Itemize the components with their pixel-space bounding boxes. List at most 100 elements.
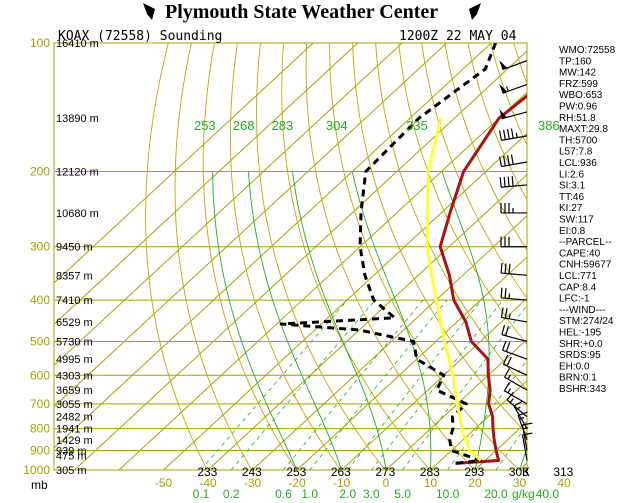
mixing-ratio-tick: 5.0: [394, 487, 411, 501]
kelvin-tick: 283: [420, 465, 440, 479]
index-entry: RH:51.8: [559, 113, 596, 124]
dry-adiabat: [202, 43, 297, 470]
pressure-tick: 500: [30, 334, 50, 348]
wind-barb: [500, 236, 527, 248]
index-entry: FRZ:599: [559, 79, 598, 90]
index-entry: ---WIND---: [559, 305, 606, 316]
mixing-ratio-tick: 2.0: [339, 487, 356, 501]
right-flag-icon: [469, 3, 481, 20]
dry-adiabat: [606, 43, 640, 470]
dry-adiabat: [398, 43, 527, 346]
wind-barb: [500, 287, 528, 301]
height-label: 5730 m: [56, 336, 93, 348]
kelvin-tick: 303: [509, 465, 529, 479]
height-label: 8357 m: [56, 270, 93, 282]
wind-barb: [499, 108, 528, 120]
index-entry: WMO:72558: [559, 45, 616, 56]
wind-barb-half: [509, 398, 514, 403]
y-axis-unit: mb: [31, 478, 48, 492]
index-entry: KI:27: [559, 203, 583, 214]
mixing-ratio-line: [309, 299, 448, 470]
index-entry: LI:2.6: [559, 169, 584, 180]
celsius-tick: -20: [288, 476, 306, 490]
index-entry: HEL:-195: [559, 328, 602, 339]
wind-barb-flag: [499, 177, 502, 188]
wind-barb: [501, 324, 528, 343]
index-entry: WBO:653: [559, 90, 603, 101]
adiabat-label: 386: [538, 118, 560, 133]
isotherm-line: [54, 43, 358, 325]
wind-barb-half: [507, 388, 511, 394]
kelvin-tick: 293: [464, 465, 484, 479]
wind-barb-flag: [500, 307, 504, 318]
dry-adiabat: [281, 43, 431, 470]
height-label: 16410 m: [56, 38, 99, 50]
mixing-ratio-line: [402, 304, 527, 470]
dry-adiabat: [629, 43, 640, 470]
dewpoint-profile: [279, 43, 497, 465]
mixing-ratio-line: [283, 299, 424, 470]
wind-barb-flag: [507, 176, 510, 187]
wind-barb-flag: [506, 155, 510, 166]
isotherm-line: [54, 43, 447, 408]
celsius-tick: 0: [383, 476, 390, 490]
isotherm-line: [252, 215, 527, 470]
celsius-tick: 10: [424, 476, 438, 490]
moist-adiabat: [247, 171, 342, 470]
wind-barb-flag: [506, 391, 514, 401]
index-entry: LFC:-1: [559, 294, 590, 305]
dry-adiabat: [329, 43, 520, 470]
height-label: 12120 m: [56, 167, 99, 179]
wind-barb-flag: [500, 263, 503, 274]
celsius-tick: 40: [557, 476, 571, 490]
mixing-ratio-line: [347, 299, 482, 470]
wind-barb: [499, 128, 528, 141]
height-label: 4303 m: [56, 370, 93, 382]
moist-adiabat: [292, 171, 387, 470]
pressure-tick: 700: [30, 397, 50, 411]
isotherm-line: [74, 50, 527, 470]
moist-adiabat: [212, 171, 298, 470]
kelvin-tick: 263: [331, 465, 351, 479]
pressure-tick: 200: [30, 165, 50, 179]
height-label: 9450 m: [56, 242, 93, 254]
index-entry: LCL:771: [559, 271, 597, 282]
wind-barb: [499, 83, 528, 94]
index-entry: CAP:8.4: [559, 282, 597, 293]
height-label: 1941 m: [56, 424, 93, 436]
wind-barb-pennant: [499, 108, 507, 119]
pressure-tick: 800: [30, 422, 50, 436]
dry-adiabat: [256, 43, 386, 470]
pressure-tick: 400: [30, 293, 50, 307]
kelvin-tick: 253: [286, 465, 306, 479]
wind-barb-half: [523, 427, 529, 430]
wind-barb-flag: [506, 129, 510, 140]
wind-barb-flag: [522, 422, 533, 426]
height-label: 939 m: [56, 445, 87, 457]
index-entry: EI:0.8: [559, 226, 586, 237]
index-entry: CNH:59677: [559, 260, 612, 271]
height-label: 1429 m: [56, 435, 93, 447]
adiabat-label: 268: [233, 118, 255, 133]
mixing-ratio-tick: 10.0: [436, 487, 460, 501]
wind-barb-half: [515, 406, 521, 411]
wind-barb-flag: [503, 155, 506, 166]
wind-barb-shaft: [502, 349, 528, 360]
isotherm-line: [163, 132, 527, 470]
wind-barb-flag: [503, 368, 511, 378]
index-entry: EH:0.0: [559, 361, 590, 372]
wind-barb: [503, 381, 528, 405]
index-entry: TH:5700: [559, 135, 598, 146]
height-label: 7410 m: [56, 295, 93, 307]
index-entry: SHR:+0.0: [559, 339, 603, 350]
wind-barb-shaft: [504, 390, 528, 405]
index-entry: MAXT:29.8: [559, 124, 608, 135]
height-label: 475 m: [56, 451, 87, 463]
dry-adiabat: [375, 43, 527, 391]
mixing-ratio-tick: 20.0: [484, 487, 508, 501]
mixing-ratio-line: [200, 299, 348, 470]
wind-barb-flag: [508, 263, 511, 274]
pressure-tick: 100: [30, 36, 50, 50]
